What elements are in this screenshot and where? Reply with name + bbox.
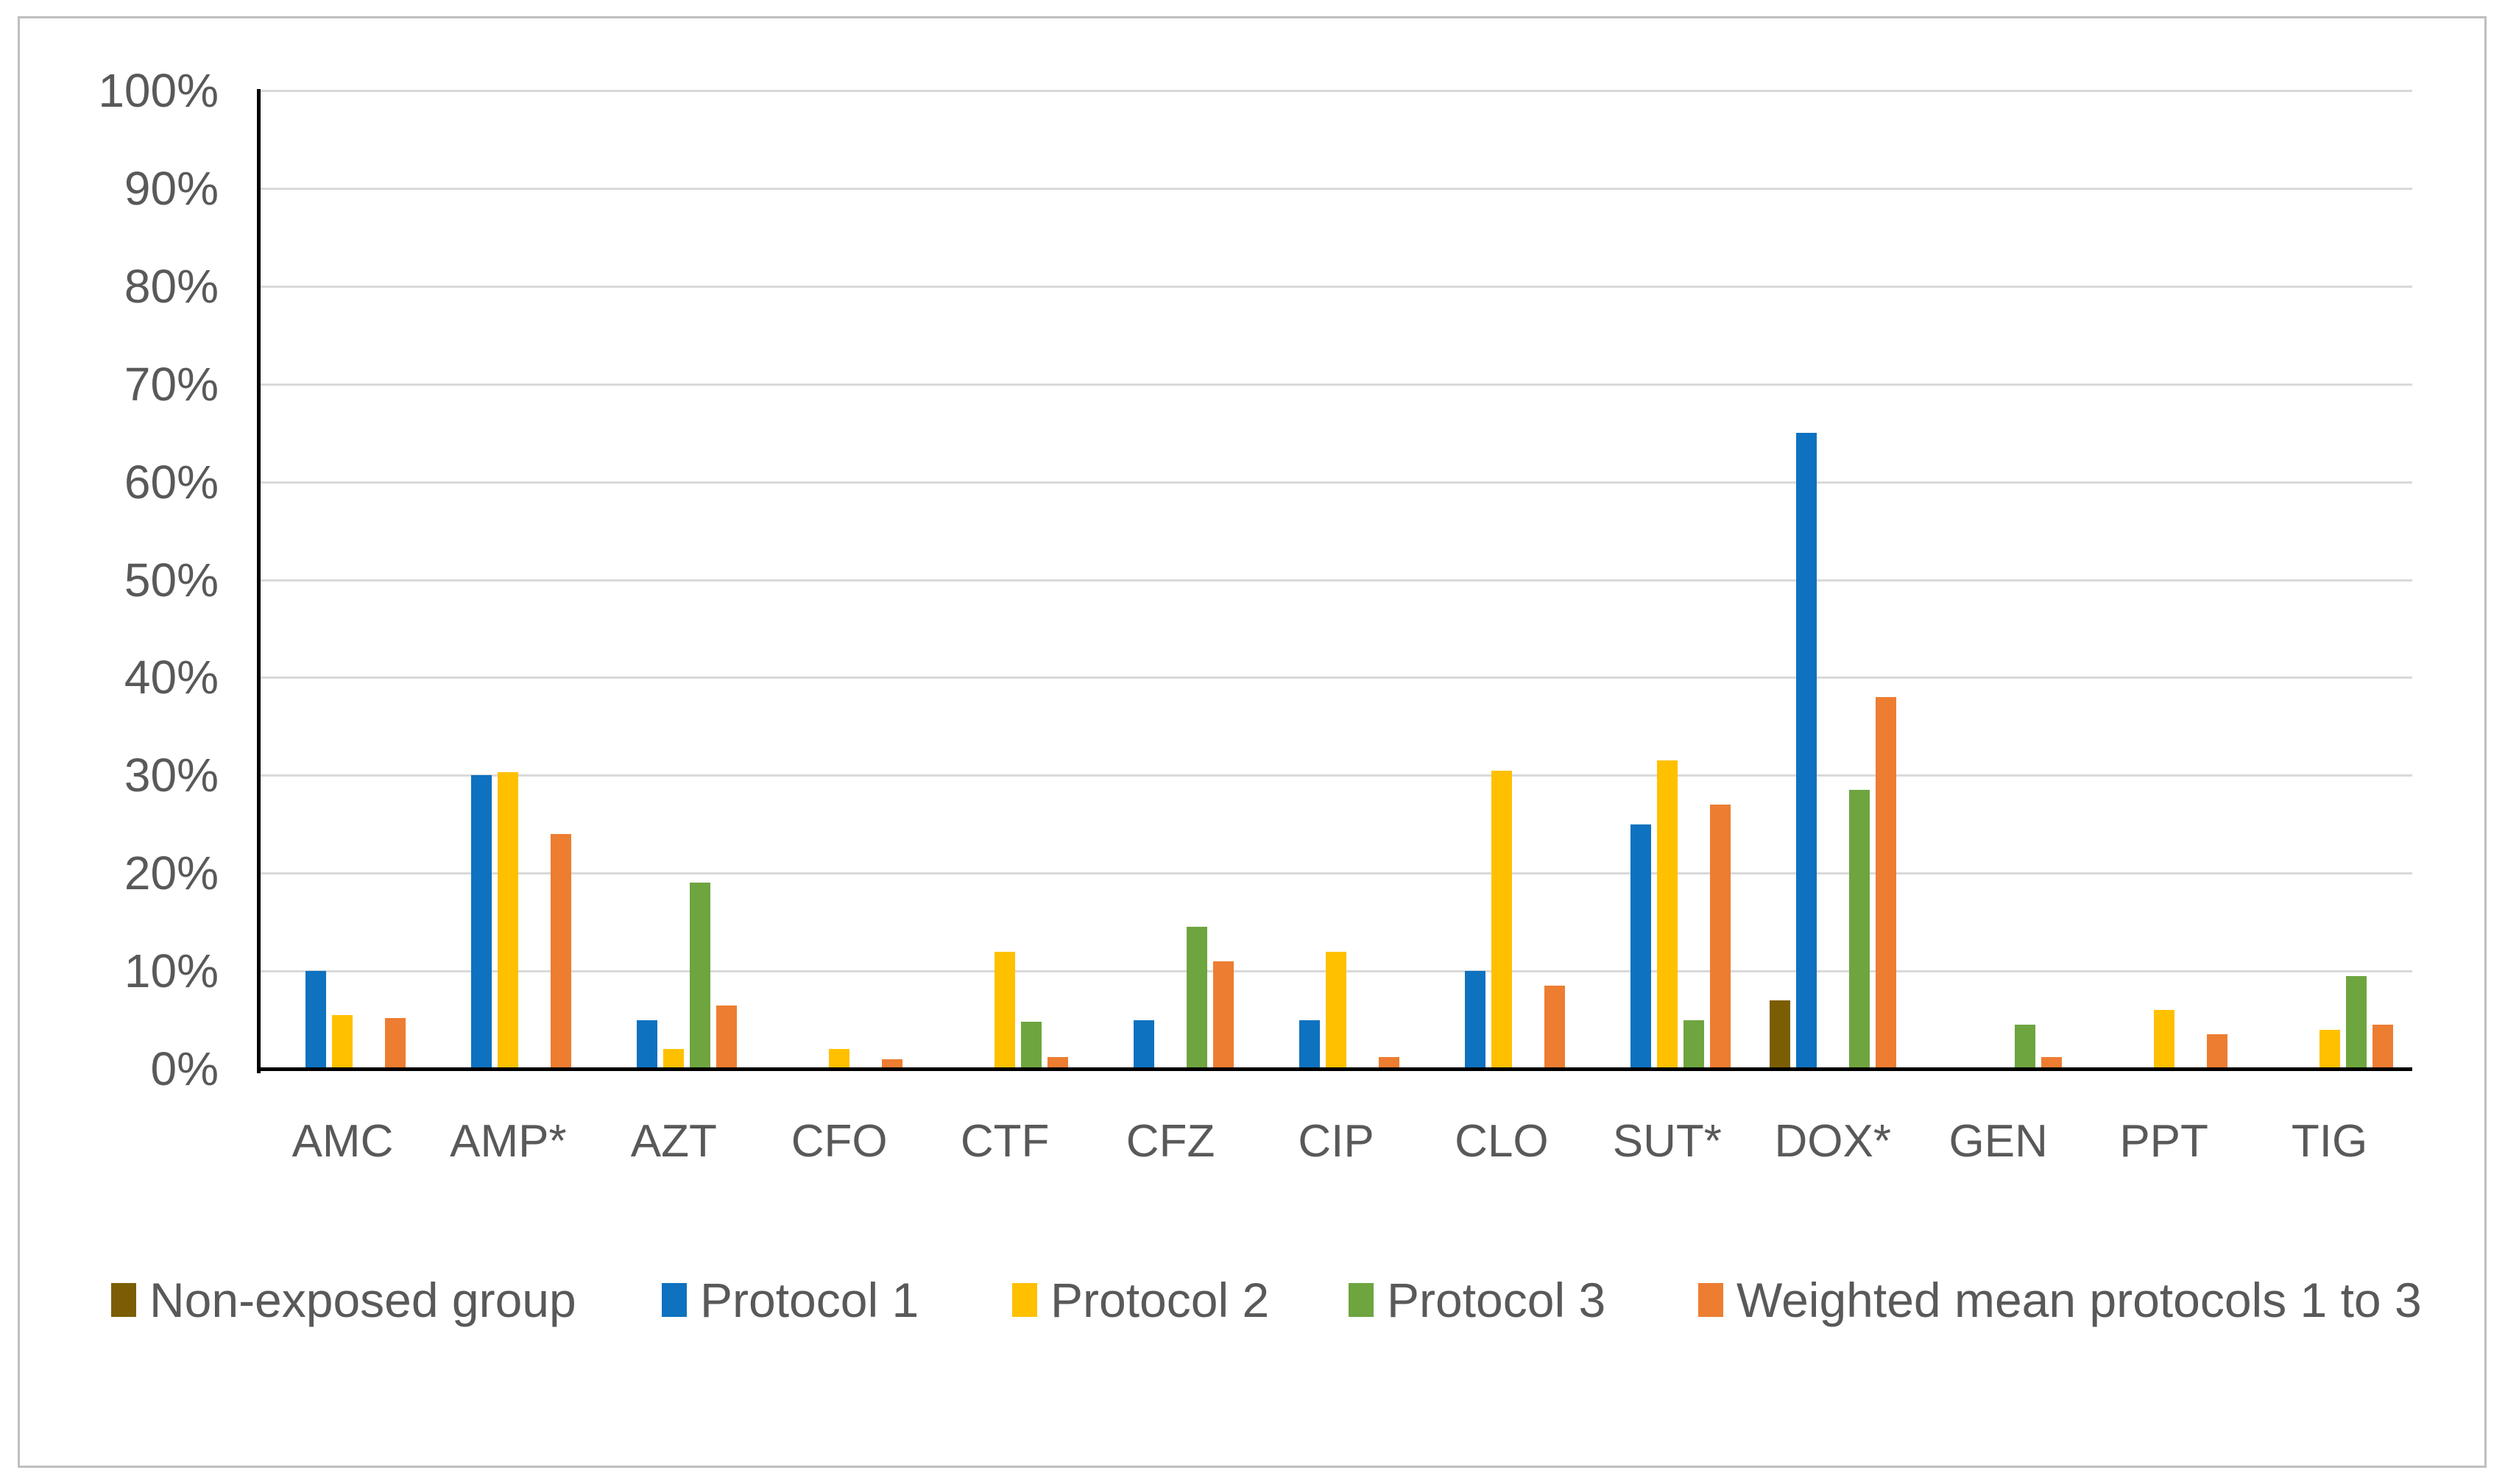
bar [2345,975,2367,1069]
legend-label: Weighted mean protocols 1 to 3 [1736,1273,2422,1327]
chart-outer-border: 0% 10% 20% 30% 40% 50% 60% 70% 80% 90% 100% AMC AMP*… [18,16,2487,1468]
bar [994,951,1016,1069]
legend-swatch [1698,1283,1723,1317]
legend-swatch [662,1283,687,1317]
legend-swatch [1012,1283,1037,1317]
x-category-label: CTF [960,1116,1050,1167]
x-category-label: CLO [1455,1116,1549,1167]
x-category-label: AZT [630,1116,717,1167]
x-category-label: CFO [791,1116,888,1167]
bar [1769,1000,1790,1069]
bar [2041,1057,2062,1069]
bar [1491,770,1512,1069]
bar [1875,696,1896,1069]
y-gridline [260,872,2412,875]
legend-item: Weighted mean protocols 1 to 3 [1698,1272,2422,1328]
legend-swatch [1349,1283,1374,1317]
y-tick-label: 60% [124,455,219,509]
bar [2319,1029,2340,1069]
bar [1464,971,1485,1069]
bar [1630,824,1651,1069]
legend-item: Protocol 3 [1349,1272,1605,1328]
bar [551,834,572,1069]
legend-label: Protocol 1 [700,1273,919,1327]
bar [1047,1057,1069,1069]
bar [1795,433,1817,1069]
bar [690,883,711,1069]
y-gridline [260,285,2412,288]
x-category-label: PPT [2119,1116,2208,1167]
x-category-label: AMC [292,1116,394,1167]
y-gridline [260,579,2412,582]
bar [2014,1025,2035,1069]
y-tick-label: 50% [124,553,219,607]
bar [663,1049,685,1069]
y-tick-label: 90% [124,161,219,215]
bar [305,971,327,1069]
legend-item: Non-exposed group [111,1272,576,1328]
legend-label: Non-exposed group [149,1273,576,1327]
bar [332,1014,353,1069]
bar [1326,951,1346,1069]
bar [1021,1022,1042,1069]
bar [1379,1057,1399,1069]
legend-swatch [111,1283,136,1317]
y-gridline [260,774,2412,777]
y-tick-label: 0% [150,1042,219,1095]
x-category-label: SUT* [1612,1116,1722,1167]
bar [1134,1020,1155,1069]
bar [716,1005,738,1069]
y-tick-label: 30% [124,749,219,802]
y-tick-label: 70% [124,357,219,411]
y-axis-line [257,89,261,1073]
x-category-label: GEN [1948,1116,2048,1167]
x-category-label: CIP [1298,1116,1374,1167]
y-tick-label: 80% [124,259,219,313]
x-axis-line [257,1067,2412,1071]
x-category-label: AMP* [450,1116,567,1167]
bar [1299,1020,1320,1069]
y-tick-label: 40% [124,651,219,704]
bar [882,1059,903,1069]
bar [2206,1034,2227,1069]
x-category-label: CFZ [1126,1116,1215,1167]
legend-label: Protocol 3 [1387,1273,1606,1327]
bar [829,1049,850,1069]
x-category-label: TIG [2291,1116,2368,1167]
y-gridline [260,481,2412,484]
bar [1683,1020,1704,1069]
bar [2153,1010,2174,1069]
x-category-label: DOX* [1774,1116,1891,1167]
bar [2372,1025,2393,1069]
legend-label: Protocol 2 [1050,1273,1270,1327]
bar [1656,760,1678,1069]
bar [1544,986,1565,1069]
y-gridline [260,90,2412,92]
y-gridline [260,187,2412,190]
bar [1709,805,1731,1069]
y-gridline [260,383,2412,386]
legend-item: Protocol 2 [1012,1272,1269,1328]
bar [471,775,492,1069]
bar [1848,790,1870,1069]
bar [637,1020,658,1069]
y-tick-label: 100% [98,64,219,117]
bar [1213,961,1234,1069]
y-tick-label: 10% [124,944,219,998]
y-gridline [260,676,2412,679]
bar [385,1017,406,1069]
bar [1187,927,1208,1069]
bar [498,772,519,1069]
legend-item: Protocol 1 [662,1272,919,1328]
y-tick-label: 20% [124,847,219,900]
